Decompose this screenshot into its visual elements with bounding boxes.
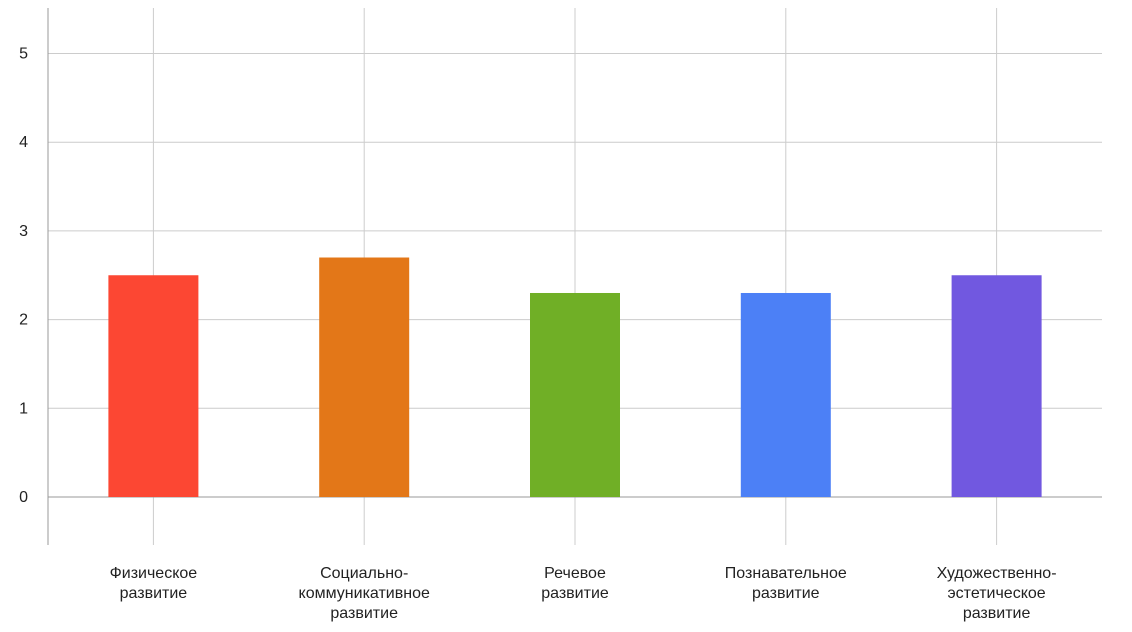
x-category-label-line: Физическое bbox=[110, 565, 198, 582]
x-category-label-line: Социально- bbox=[320, 565, 408, 582]
x-category-label-line: Художественно- bbox=[937, 565, 1057, 582]
bar bbox=[951, 275, 1042, 497]
x-category-label: Социально-коммуникативное развитие bbox=[299, 565, 430, 622]
x-category-label-line: развитие bbox=[330, 605, 398, 622]
x-category-label-line: Познавательное bbox=[725, 565, 847, 582]
x-category-label-line: развитие bbox=[541, 585, 609, 602]
x-category-label-line: коммуникативное bbox=[299, 585, 430, 602]
x-category-label: Речевое развитие bbox=[541, 565, 609, 602]
y-tick-label: 2 bbox=[19, 312, 28, 329]
bar bbox=[108, 275, 199, 497]
x-category-label-line: развитие bbox=[120, 585, 188, 602]
x-category-label-line: развитие bbox=[963, 605, 1031, 622]
x-category-label: Познавательное развитие bbox=[725, 565, 847, 602]
y-tick-label: 5 bbox=[19, 46, 28, 63]
y-axis-ticks: 0 1 2 3 4 5 bbox=[19, 46, 28, 507]
x-category-label: Художественно-эстетическое развитие bbox=[937, 565, 1057, 622]
x-category-label-line: развитие bbox=[752, 585, 820, 602]
bar bbox=[319, 257, 410, 497]
y-tick-label: 0 bbox=[19, 489, 28, 506]
bars bbox=[108, 257, 1042, 497]
x-category-label: Физическое развитие bbox=[110, 565, 198, 602]
bar bbox=[740, 292, 831, 497]
y-tick-label: 1 bbox=[19, 400, 28, 417]
x-category-label-line: эстетическое bbox=[948, 585, 1046, 602]
x-axis-category-labels: Физическое развитиеСоциально-коммуникатив… bbox=[110, 565, 1057, 622]
bar bbox=[530, 292, 620, 497]
y-tick-label: 4 bbox=[19, 134, 28, 151]
x-category-label-line: Речевое bbox=[544, 565, 606, 582]
y-tick-label: 3 bbox=[19, 223, 28, 240]
